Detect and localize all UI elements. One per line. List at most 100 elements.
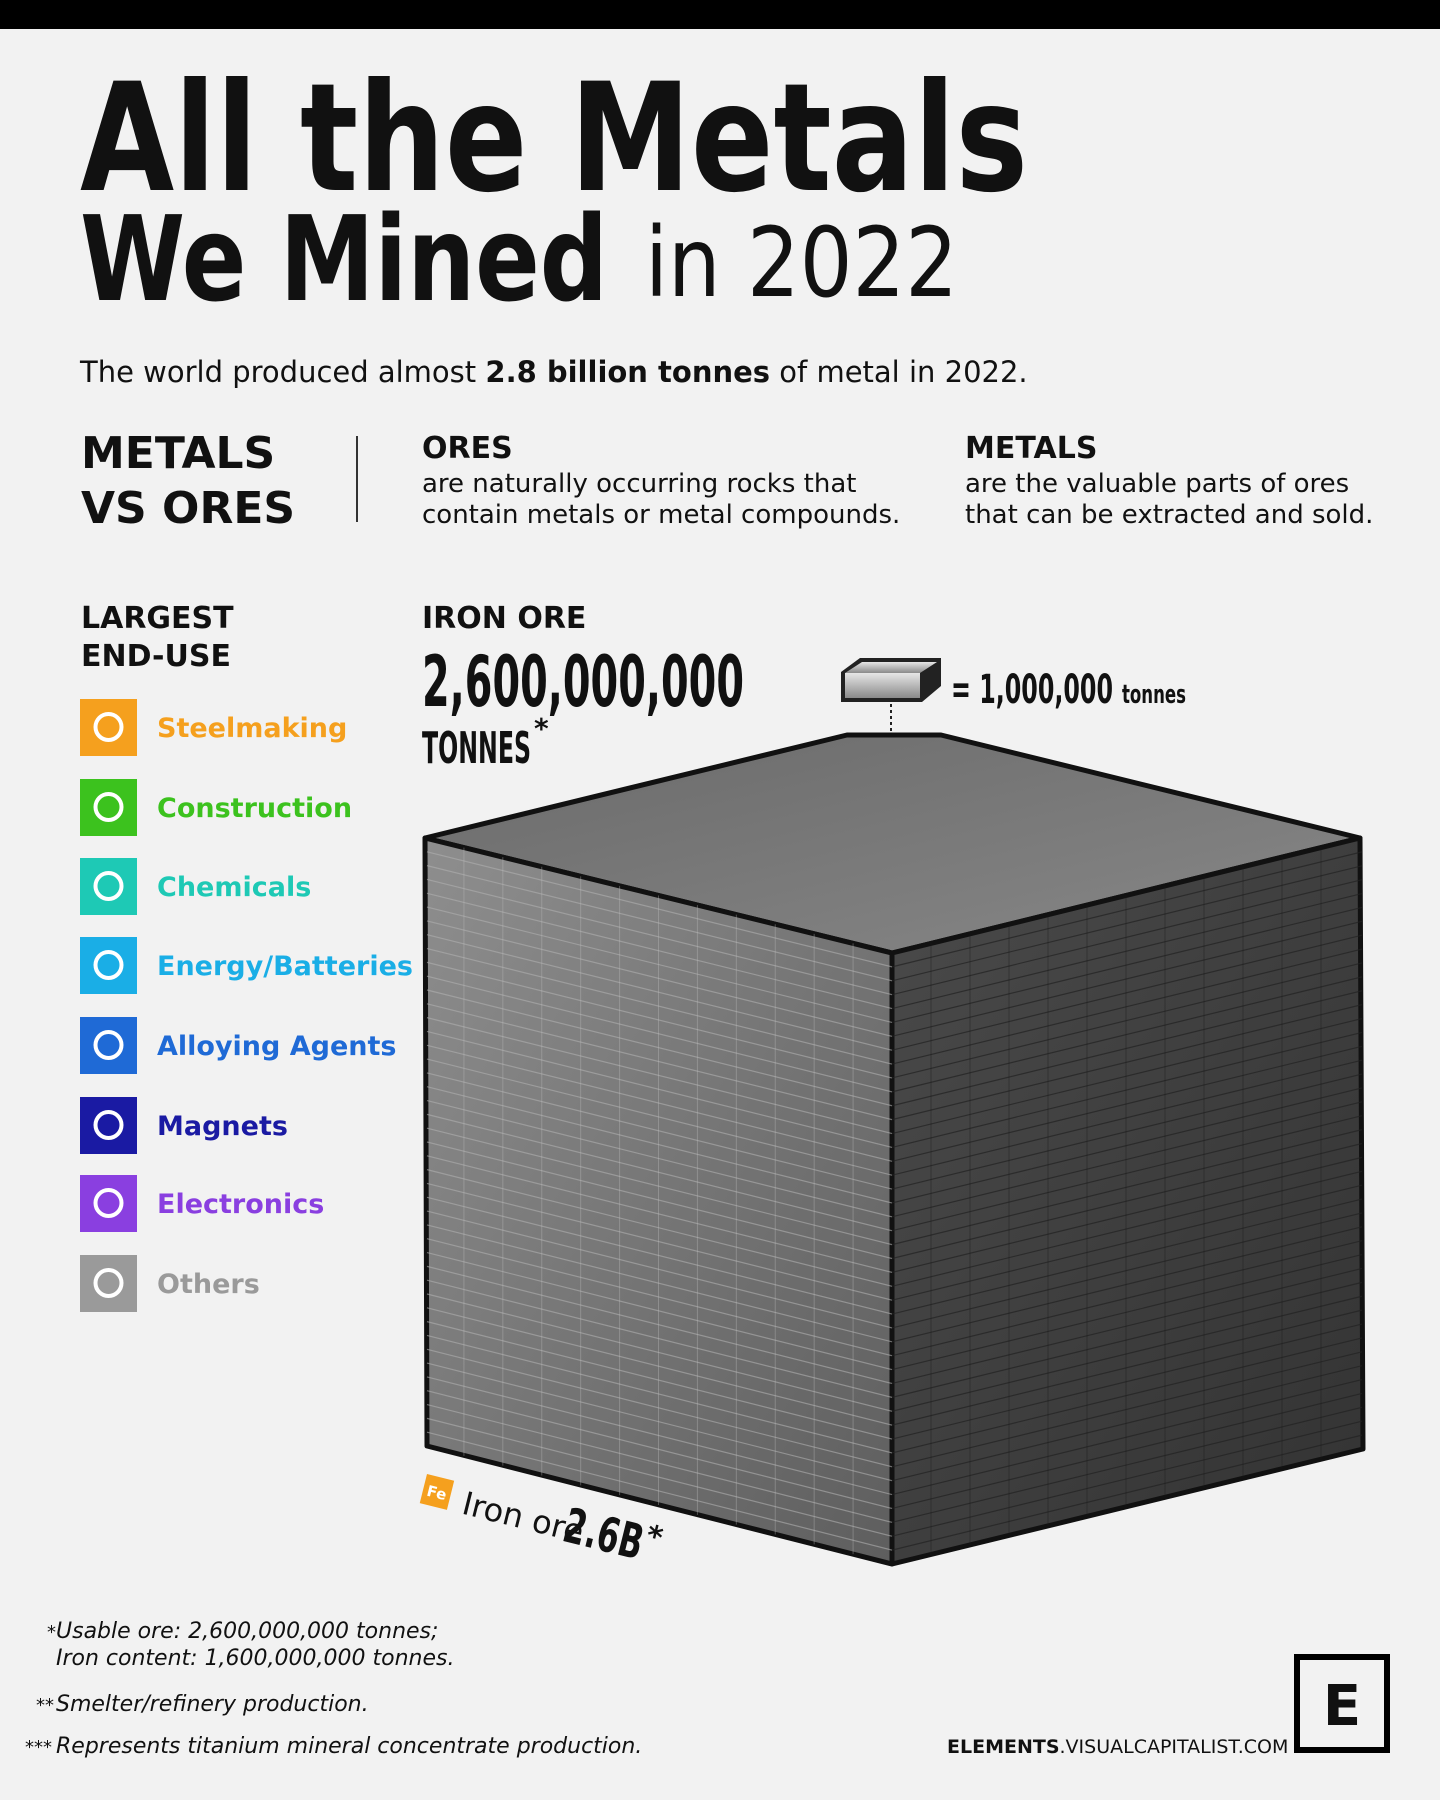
brick-line	[891, 920, 1363, 1037]
legend-glyph	[93, 792, 124, 822]
brick-line	[426, 1224, 893, 1343]
brick-line	[891, 1420, 1363, 1537]
iron-ore-amount: 2,600,000,000	[422, 641, 744, 723]
site-url[interactable]: ELEMENTS.VISUALCAPITALIST.COM	[947, 1736, 1288, 1758]
brick-line	[426, 1030, 893, 1148]
brick-line	[426, 1307, 893, 1426]
definition-heading: METALS	[965, 431, 1097, 466]
legend-label: Chemicals	[157, 872, 311, 903]
legend-glyph	[93, 950, 124, 980]
brick-line	[891, 1059, 1363, 1176]
brick-line	[426, 1417, 893, 1537]
brick-line	[426, 1376, 893, 1496]
brick-line	[426, 1127, 893, 1246]
brick-line	[426, 851, 893, 968]
section-heading: VS ORES	[81, 483, 295, 534]
legend-icon	[80, 699, 137, 756]
brick-line	[891, 1267, 1363, 1385]
footnote-text: Represents titanium mineral concentrate …	[56, 1734, 642, 1759]
brick-line	[426, 1086, 893, 1204]
brick-line	[891, 1212, 1363, 1329]
brick-line	[891, 1017, 1363, 1135]
definition-text: are the valuable parts of ores	[965, 469, 1349, 499]
brick-line	[426, 961, 893, 1079]
brick-line	[891, 865, 1363, 982]
brick-line	[426, 989, 893, 1107]
brick-line	[426, 947, 893, 1065]
brick-line	[426, 1155, 893, 1273]
cube-label-amount: 2.6B	[558, 1498, 649, 1572]
brick-line	[891, 990, 1363, 1107]
brick-line	[891, 1004, 1363, 1121]
brick-line	[891, 879, 1363, 996]
brick-line	[891, 948, 1363, 1065]
brick-line	[426, 1058, 893, 1176]
legend-heading: LARGEST	[81, 601, 234, 636]
scale-value: = 1,000,000	[951, 667, 1113, 713]
brick-line	[891, 962, 1363, 1079]
brick-line	[426, 920, 893, 1037]
brick-line	[426, 1431, 893, 1551]
subtitle-text: of metal in 2022.	[770, 355, 1028, 389]
legend-glyph	[93, 712, 124, 742]
subtitle: The world produced almost 2.8 billion to…	[79, 355, 1028, 389]
brick-line	[426, 1265, 893, 1385]
footnote-mark: **	[36, 1695, 54, 1716]
brick-line	[426, 1334, 893, 1454]
brick-line	[891, 1198, 1363, 1315]
brick-line	[426, 1099, 893, 1218]
legend-label: Alloying Agents	[157, 1031, 397, 1062]
site-brand: ELEMENTS	[947, 1736, 1060, 1758]
legend-label: Magnets	[157, 1111, 288, 1142]
legend-label: Others	[157, 1269, 260, 1300]
site-domain: .VISUALCAPITALIST.COM	[1060, 1736, 1289, 1758]
brick-line	[891, 1351, 1363, 1468]
brick-line	[891, 1073, 1363, 1190]
brick-line	[426, 934, 893, 1051]
brick-line	[426, 1348, 893, 1468]
iron-ore-unit: TONNES	[422, 723, 531, 774]
definition-text: are naturally occurring rocks that	[422, 469, 856, 499]
title: All the Metals	[80, 52, 1028, 226]
brick-line	[891, 906, 1363, 1024]
brick-line	[426, 1044, 893, 1162]
legend-icon	[80, 1017, 137, 1074]
brick-line	[891, 1087, 1363, 1204]
iron-ore-heading: IRON ORE	[422, 601, 586, 636]
element-symbol: Fe	[425, 1482, 449, 1504]
brick-line	[891, 1156, 1363, 1273]
brick-line	[891, 1226, 1363, 1343]
legend-icon	[80, 1255, 137, 1312]
footnote-text: Smelter/refinery production.	[56, 1692, 369, 1717]
definition-text: that can be extracted and sold.	[965, 500, 1373, 530]
brick-line	[891, 1295, 1363, 1412]
legend-icon	[80, 1097, 137, 1154]
brick-line	[891, 934, 1363, 1051]
brick-line	[891, 1240, 1363, 1357]
footnote-mark: *	[534, 712, 549, 745]
brick-line	[891, 1129, 1363, 1246]
brick-line	[426, 878, 893, 996]
brick-line	[426, 1169, 893, 1287]
brick-line	[891, 892, 1363, 1010]
brick-line	[891, 1045, 1363, 1162]
brick-line	[426, 1017, 893, 1135]
brick-line	[891, 1365, 1363, 1482]
top-bar	[0, 0, 1440, 29]
brick-line	[891, 1170, 1363, 1287]
brick-line	[891, 1254, 1363, 1371]
legend-icon	[80, 858, 137, 915]
brick-line	[426, 1321, 893, 1440]
legend-label: Steelmaking	[157, 713, 347, 744]
brick-line	[426, 1238, 893, 1357]
brick-line	[426, 1403, 893, 1523]
brick-line	[891, 1309, 1363, 1426]
brick-line	[891, 1281, 1363, 1398]
subtitle-text: The world produced almost	[79, 355, 485, 389]
footnote-text: Usable ore: 2,600,000,000 tonnes;	[56, 1619, 438, 1644]
logo: E	[1323, 1674, 1361, 1739]
definition-heading: ORES	[422, 431, 513, 466]
brick-line	[891, 1378, 1363, 1496]
brick-line	[426, 1362, 893, 1482]
